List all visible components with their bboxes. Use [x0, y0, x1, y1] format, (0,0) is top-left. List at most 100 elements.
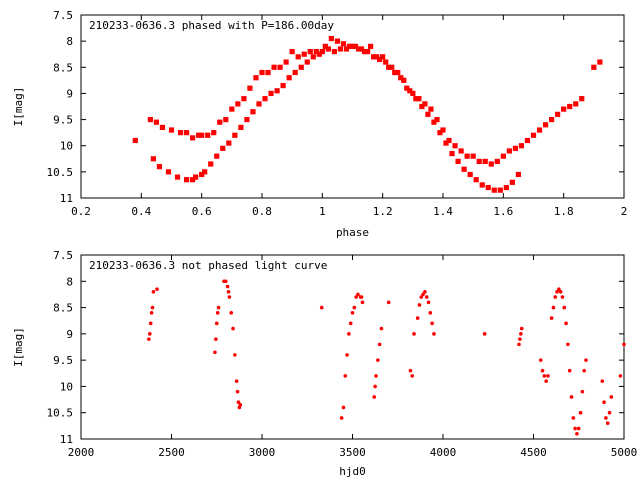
phased-x-tick-label: 0.2 [71, 205, 91, 218]
phased-data-point [416, 96, 422, 102]
unphased-data-point [227, 295, 232, 299]
phased-data-point [458, 148, 464, 154]
unphased-data-point [419, 295, 424, 299]
unphased-data-point [319, 305, 324, 310]
phased-data-point [349, 43, 356, 49]
phased-data-point [217, 119, 223, 125]
phased-data-point [208, 161, 214, 167]
unphased-data-point [347, 332, 351, 336]
unphased-data-point [578, 410, 583, 415]
phased-data-point [190, 177, 196, 183]
phased-data-point [461, 166, 467, 172]
unphased-chart-title: 210233-0636.3 not phased light curve [89, 259, 327, 272]
unphased-data-point [571, 416, 576, 420]
phased-data-point [256, 101, 262, 107]
unphased-data-point [417, 303, 422, 307]
unphased-data-point [544, 379, 548, 383]
unphased-data-point [573, 426, 577, 431]
phased-x-tick-label: 2 [621, 205, 628, 218]
phased-data-point [253, 75, 259, 81]
unphased-data-point [519, 326, 524, 331]
phased-data-point [298, 64, 304, 70]
unphased-data-point [148, 321, 153, 326]
phased-data-point [443, 140, 449, 146]
phased-data-point [371, 54, 377, 60]
phased-data-point [277, 64, 283, 70]
phased-data-point [316, 51, 322, 57]
unphased-data-point [622, 342, 626, 347]
phased-y-tick-label: 10 [60, 140, 73, 153]
unphased-data-point [236, 400, 241, 405]
unphased-data-point [213, 350, 217, 355]
phased-y-tick-label: 7.5 [53, 9, 73, 22]
unphased-data-point [350, 311, 355, 315]
phased-y-tick-label: 11 [60, 192, 73, 205]
phased-data-point [313, 49, 319, 55]
phased-data-point [268, 90, 274, 97]
phased-data-point [259, 69, 265, 76]
unphased-data-point [150, 305, 155, 310]
phased-data-point [280, 82, 286, 89]
unphased-data-point [560, 295, 565, 299]
phased-y-tick-label: 8.5 [53, 61, 73, 74]
unphased-light-curve-panel: 2000 2500 3000 3500 4000 4500 5000 7.5 8 8.5 9 9.5 1… [12, 249, 637, 478]
unphased-data-point [567, 368, 572, 373]
phased-data-point [485, 184, 491, 191]
phased-data-point [250, 109, 256, 115]
unphased-data-point [224, 279, 228, 284]
unphased-data-point [412, 332, 416, 336]
phased-data-point [205, 132, 211, 138]
phased-data-point [199, 132, 205, 138]
phased-data-point [488, 161, 494, 167]
phased-x-tick-label: 1.4 [433, 205, 453, 218]
phased-data-point [220, 145, 226, 151]
phased-data-point [235, 101, 241, 107]
phased-data-point [500, 153, 506, 159]
unphased-data-point [386, 300, 391, 305]
phased-y-axis-title: I[mag] [12, 87, 25, 127]
unphased-x-axis-title: hjd0 [339, 465, 366, 478]
phased-data-point [358, 46, 365, 52]
phased-data-point [214, 153, 220, 159]
phased-x-tick-label: 0.4 [131, 205, 151, 218]
phased-x-tick-label: 1.6 [493, 205, 513, 218]
phased-data-point [343, 46, 350, 52]
unphased-data-point [569, 395, 574, 399]
phased-data-point [368, 43, 374, 49]
unphased-data-point [415, 316, 420, 320]
unphased-data-point [482, 332, 487, 336]
phased-data-point [392, 69, 398, 76]
phased-data-point [374, 54, 380, 60]
phased-data-point [383, 59, 389, 65]
unphased-data-point [430, 321, 434, 326]
unphased-data-point [352, 305, 357, 310]
phased-data-point [437, 130, 443, 136]
unphased-data-point [373, 384, 377, 389]
unphased-data-point [343, 374, 348, 378]
unphased-data-point [234, 379, 239, 383]
unphased-data-point [345, 353, 349, 357]
unphased-data-point [555, 290, 559, 294]
phased-data-point [265, 69, 271, 76]
phased-data-point [352, 43, 359, 49]
unphased-data-point [214, 337, 218, 341]
phased-x-tick-label: 1.2 [373, 205, 393, 218]
phased-data-point [190, 135, 196, 141]
phased-data-point [232, 132, 238, 138]
unphased-data-point [225, 284, 230, 289]
phased-data-point [503, 184, 509, 191]
phased-x-tick-label: 1.8 [554, 205, 574, 218]
phased-data-point [355, 46, 362, 52]
phased-data-point [542, 122, 549, 128]
unphased-data-point [558, 290, 563, 294]
phased-data-point [177, 130, 184, 136]
phased-data-point [334, 38, 341, 44]
unphased-data-point [517, 342, 521, 347]
phased-data-point [530, 132, 537, 138]
phased-data-point [389, 64, 395, 70]
phased-data-point [509, 179, 515, 185]
phased-data-point [328, 35, 334, 42]
phased-data-point [159, 124, 166, 131]
unphased-data-point [231, 326, 235, 331]
phased-data-point [597, 59, 603, 65]
